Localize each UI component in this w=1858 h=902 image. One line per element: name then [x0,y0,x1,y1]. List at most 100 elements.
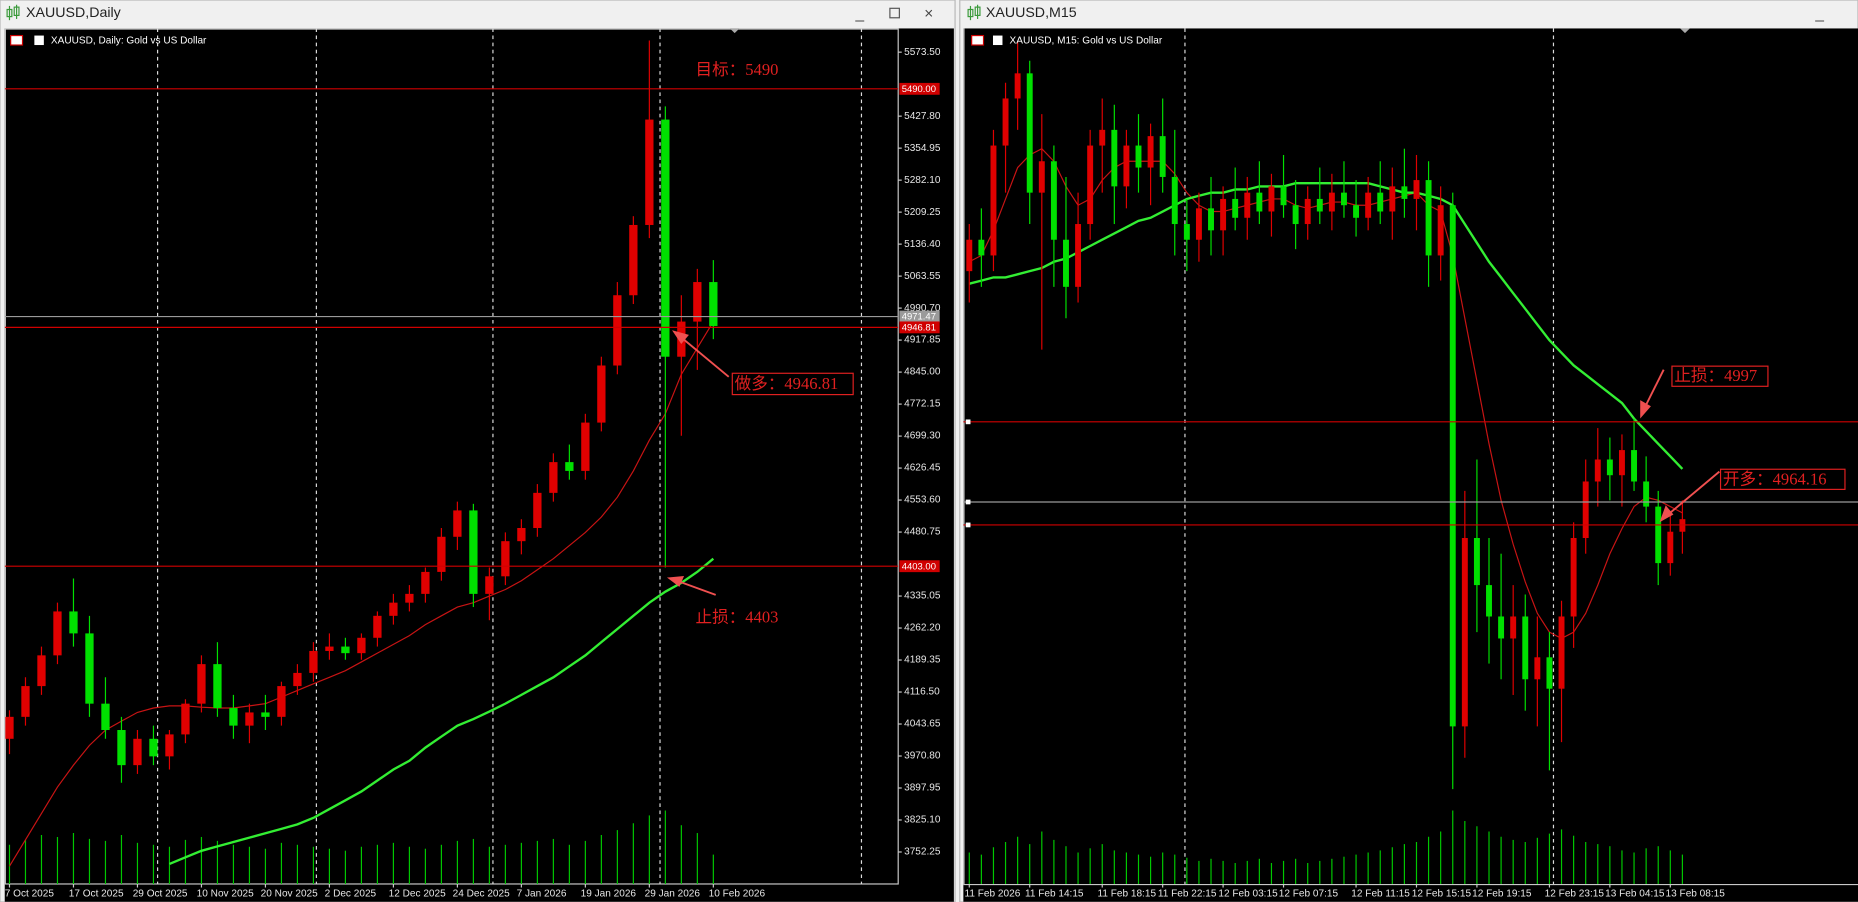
candle-body [85,633,94,704]
moving-average-slow [168,557,715,866]
candle-body [1546,657,1553,689]
x-tick-label: 29 Oct 2025 [133,889,188,900]
header-icon [992,35,1003,46]
x-tick-label: 17 Oct 2025 [69,889,124,900]
candle-body [1232,198,1239,218]
window-icon [967,4,981,21]
x-tick-label: 7 Oct 2025 [5,889,55,900]
candle-body [1328,192,1335,212]
candle-body [1220,198,1227,231]
level-label-box [899,560,940,573]
candle-body [277,686,286,717]
candle-body [437,536,446,572]
maximize-button[interactable] [889,7,900,19]
candle-body [1631,450,1638,482]
candle-body [990,145,997,256]
x-tick-label: 12 Feb 15:15 [1412,889,1472,900]
y-tick-label: 5282.10 [904,175,941,186]
level-label-box [899,321,940,334]
window-title: XAUUSD,M15 [986,5,1077,21]
x-tick-label: 12 Feb 23:15 [1545,889,1605,900]
candle-body [1401,186,1408,199]
y-tick-label: 4480.75 [904,527,941,538]
level-handle [965,522,971,528]
level-label: 4946.81 [902,322,936,333]
chart-subtitle: XAUUSD, M15: Gold vs US Dollar [1010,36,1163,47]
y-tick-label: 5063.55 [904,271,941,282]
level-label: 4971.47 [902,312,936,323]
candle-body [405,593,414,603]
y-tick-label: 4699.30 [904,431,941,442]
candle-body [229,708,238,726]
y-tick-label: 4845.00 [904,367,941,378]
candle-body [517,527,526,542]
candle-body [1461,537,1468,727]
candle-body [181,703,190,735]
x-tick-label: 10 Feb 2026 [709,889,766,900]
candle-body [1304,198,1311,225]
window-title: XAUUSD,Daily [26,5,122,21]
y-tick-label: 5354.95 [904,143,941,154]
chart-header: XAUUSD, M15: Gold vs US Dollar [971,34,1163,47]
candle-body [53,611,62,656]
candle-body [133,738,142,766]
candle-body [1292,205,1299,225]
candle-body [661,119,670,357]
candle-body [1075,224,1082,287]
candle-body [21,686,30,717]
candle-body [1594,459,1601,482]
candle-body [453,510,462,537]
x-tick-label: 11 Feb 14:15 [1025,889,1084,900]
y-tick-label: 3752.25 [904,847,941,858]
arrows [1640,369,1720,523]
candle-body [1558,616,1565,689]
candle-body [1510,616,1517,639]
y-tick-label: 4189.35 [904,655,941,666]
candle-body [421,571,430,594]
candle-body [165,734,174,757]
level-handle [965,499,971,505]
annotation-box [1719,468,1846,490]
candle-body [5,716,14,739]
candle-body [245,712,254,726]
y-tick-label: 3825.10 [904,815,941,826]
candle-body [1111,129,1118,187]
x-tick-label: 12 Dec 2025 [389,889,446,900]
candle-body [1002,98,1009,146]
moving-average-slow [968,182,1684,470]
chart-header: XAUUSD, Daily: Gold vs US Dollar [10,34,207,47]
candle-body [1377,192,1384,212]
close-button[interactable]: × [924,5,933,22]
level-label: 4403.00 [902,561,936,572]
candle-body [1606,459,1613,476]
candle-body [117,730,126,766]
candle-body [1135,145,1142,168]
level-handle [965,419,971,425]
y-tick-label: 4116.50 [904,687,940,698]
chart-area [4,28,954,902]
y-tick-label: 4262.20 [904,623,941,634]
candle-body [1014,73,1021,99]
level-label-box [899,310,940,323]
chart-subtitle: XAUUSD, Daily: Gold vs US Dollar [51,36,207,47]
candle-body [1643,481,1650,507]
period-separators [1184,28,1555,884]
header-icon [34,35,44,46]
minimize-button[interactable]: _ [1814,5,1824,22]
candle-body [1026,73,1033,193]
y-tick-label: 5573.50 [904,47,941,58]
y-tick-label: 4553.60 [904,495,941,506]
candle-body [1353,205,1360,218]
header-icon [971,34,985,46]
x-tick-label: 20 Nov 2025 [261,889,318,900]
x-tick-label: 12 Feb 07:15 [1279,889,1339,900]
candle-body [1147,136,1154,168]
stop-annotation: 止损：4403 [696,607,779,626]
candle-body [37,655,46,687]
candle-body [1183,224,1190,240]
candle-body [966,239,973,272]
axis-daily: 5573.50 5427.80 5354.95 5282.10 5209.25 5136.… [5,47,941,900]
x-tick-label: 12 Feb 11:15 [1351,889,1410,900]
minimize-button[interactable]: _ [855,5,865,22]
